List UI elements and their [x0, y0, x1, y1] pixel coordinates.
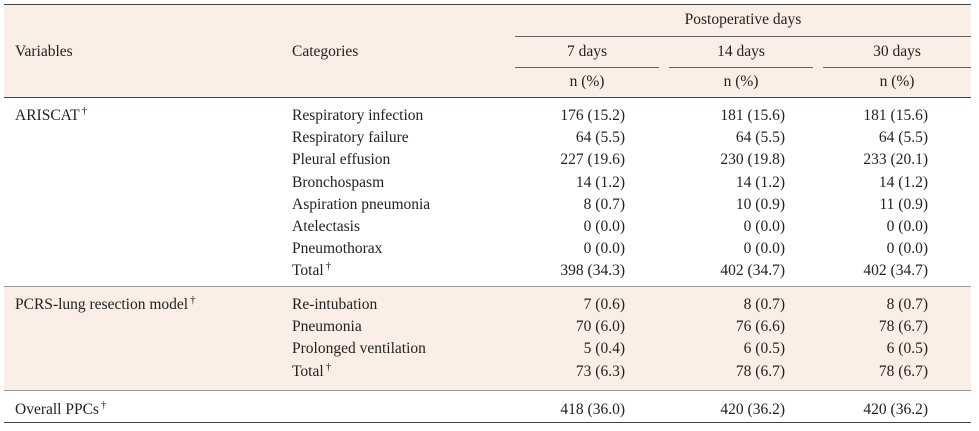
overall-value-cell: 420 (36.2) — [720, 401, 785, 418]
value-cell: 64 (5.5) — [735, 129, 785, 147]
day-14-rule — [669, 67, 813, 68]
header-day-30: 30 days — [873, 43, 921, 60]
dagger-footnote-mark: † — [190, 294, 196, 306]
category-label: Pneumothorax — [292, 240, 383, 258]
day-30-rule — [823, 67, 971, 68]
category-label: Pneumonia — [292, 318, 362, 336]
table-bottom-rule — [4, 422, 971, 423]
value-cell: 227 (19.6) — [560, 151, 625, 169]
dagger-footnote-mark: † — [325, 260, 332, 273]
table-header — [4, 4, 971, 98]
value-cell: 0 (0.0) — [886, 218, 928, 235]
header-categories: Categories — [292, 43, 359, 60]
overall-label: Overall PPCs † — [15, 399, 107, 419]
pcrs-row-band — [4, 286, 971, 391]
value-cell: 0 (0.0) — [886, 240, 928, 258]
header-postoperative-days: Postoperative days — [684, 11, 802, 28]
value-cell: 14 (1.2) — [735, 173, 785, 191]
category-label: Total † — [292, 360, 332, 380]
category-label: Re-intubation — [292, 296, 378, 313]
value-cell: 398 (34.3) — [560, 262, 625, 280]
overall-value-cell: 420 (36.2) — [863, 401, 928, 418]
header-variables: Variables — [15, 43, 73, 60]
value-cell: 78 (6.7) — [878, 318, 928, 336]
value-cell: 5 (0.4) — [583, 340, 625, 358]
dagger-footnote-mark: † — [325, 360, 332, 373]
value-cell: 181 (15.6) — [863, 107, 928, 124]
value-cell: 233 (20.1) — [863, 151, 928, 169]
value-cell: 76 (6.6) — [735, 318, 785, 336]
value-cell: 70 (6.0) — [575, 318, 625, 336]
value-cell: 230 (19.8) — [720, 151, 785, 169]
category-label: Respiratory infection — [292, 107, 424, 124]
variable-label: ARISCAT † — [15, 105, 88, 125]
overall-value-cell: 418 (36.0) — [560, 401, 625, 418]
header-unit-30: n (%) — [879, 73, 915, 90]
value-cell: 6 (0.5) — [886, 340, 928, 358]
value-cell: 181 (15.6) — [720, 107, 785, 124]
day-7-rule — [515, 67, 659, 68]
value-cell: 73 (6.3) — [575, 362, 625, 380]
value-cell: 402 (34.7) — [720, 262, 785, 280]
category-label: Atelectasis — [292, 218, 361, 235]
variable-label: PCRS-lung resection model † — [15, 294, 196, 314]
category-label: Prolonged ventilation — [292, 340, 426, 358]
header-span-rule — [515, 36, 971, 37]
value-cell: 10 (0.9) — [735, 195, 785, 213]
dagger-footnote-mark: † — [81, 105, 88, 117]
value-cell: 0 (0.0) — [583, 240, 625, 258]
dagger-footnote-mark: † — [100, 399, 107, 411]
value-cell: 176 (15.2) — [560, 107, 625, 124]
category-label: Pleural effusion — [292, 151, 391, 169]
value-cell: 0 (0.0) — [743, 240, 785, 258]
value-cell: 0 (0.0) — [583, 218, 625, 235]
category-label: Bronchospasm — [292, 173, 385, 191]
category-label: Total † — [292, 260, 332, 280]
value-cell: 402 (34.7) — [863, 262, 928, 280]
value-cell: 14 (1.2) — [878, 173, 928, 191]
value-cell: 14 (1.2) — [575, 173, 625, 191]
value-cell: 6 (0.5) — [743, 340, 785, 358]
value-cell: 78 (6.7) — [735, 362, 785, 380]
value-cell: 64 (5.5) — [575, 129, 625, 147]
value-cell: 8 (0.7) — [743, 296, 785, 313]
header-unit-14: n (%) — [723, 73, 759, 90]
category-label: Aspiration pneumonia — [292, 195, 431, 213]
value-cell: 78 (6.7) — [878, 362, 928, 380]
header-unit-7: n (%) — [569, 73, 605, 90]
value-cell: 7 (0.6) — [583, 296, 625, 313]
header-day-14: 14 days — [717, 43, 765, 60]
value-cell: 8 (0.7) — [886, 296, 928, 313]
header-day-7: 7 days — [566, 43, 608, 60]
value-cell: 8 (0.7) — [583, 195, 625, 213]
value-cell: 0 (0.0) — [743, 218, 785, 235]
category-label: Respiratory failure — [292, 129, 409, 147]
value-cell: 64 (5.5) — [878, 129, 928, 147]
value-cell: 11 (0.9) — [879, 195, 929, 213]
